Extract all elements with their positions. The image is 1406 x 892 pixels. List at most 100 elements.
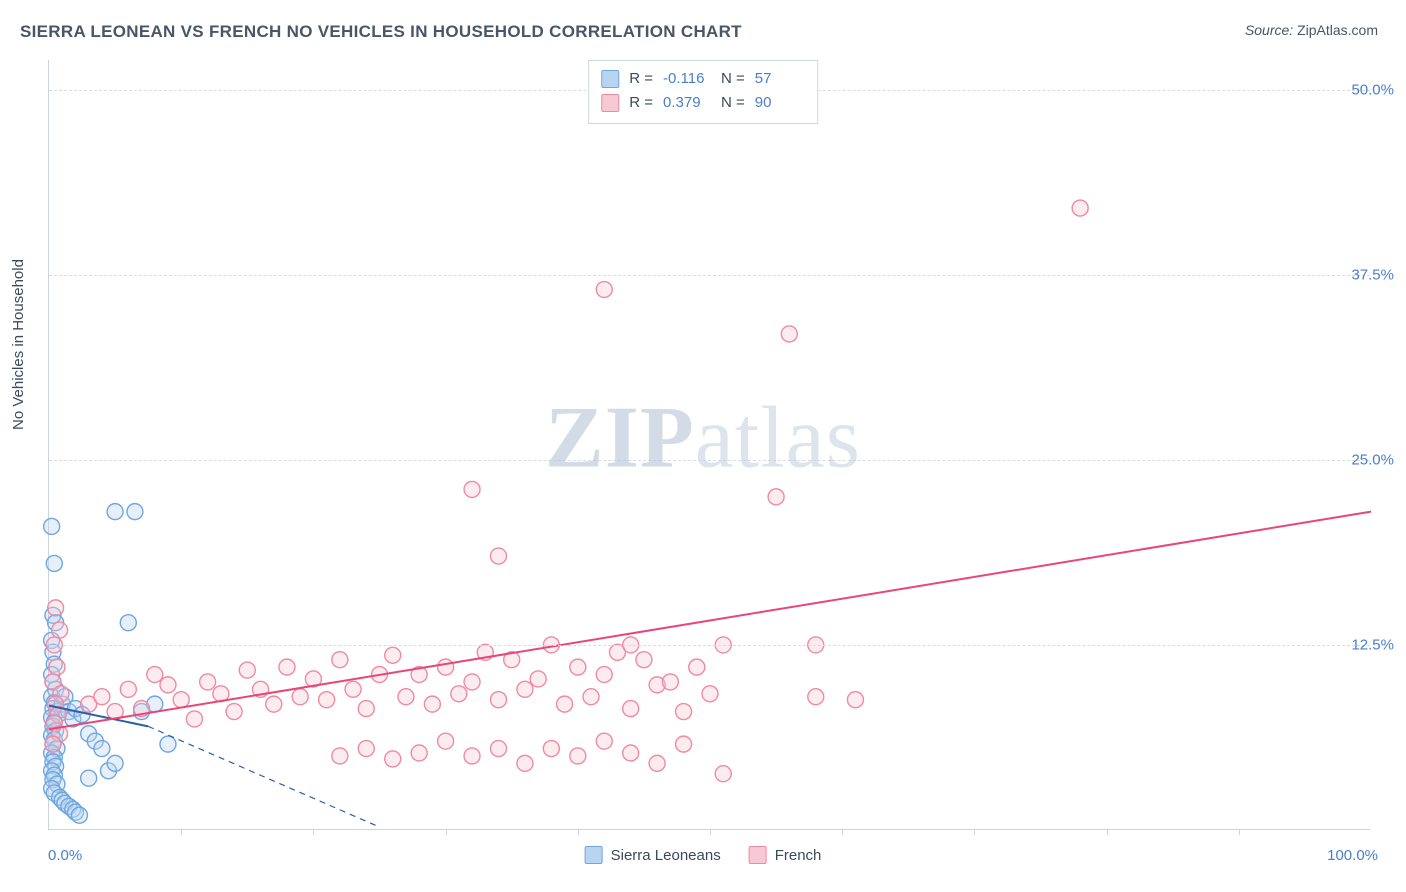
trend-line-dashed [148, 726, 379, 827]
n-label: N = [721, 67, 745, 91]
data-point [81, 770, 97, 786]
data-point [543, 741, 559, 757]
r-value: 0.379 [663, 91, 711, 115]
data-point [490, 692, 506, 708]
x-tick [313, 829, 314, 835]
x-tick [974, 829, 975, 835]
legend-label: French [775, 847, 822, 864]
data-point [702, 686, 718, 702]
data-point [107, 755, 123, 771]
data-point [570, 748, 586, 764]
data-point [279, 659, 295, 675]
data-point [358, 701, 374, 717]
legend-label: Sierra Leoneans [611, 847, 721, 864]
x-min-label: 0.0% [48, 847, 82, 864]
data-point [319, 692, 335, 708]
data-point [411, 745, 427, 761]
data-point [451, 686, 467, 702]
r-label: R = [629, 67, 653, 91]
n-label: N = [721, 91, 745, 115]
y-axis-label: No Vehicles in Household [10, 259, 27, 430]
data-point [385, 647, 401, 663]
y-tick-label: 50.0% [1351, 81, 1394, 98]
data-point [94, 689, 110, 705]
data-point [44, 518, 60, 534]
data-point [49, 659, 65, 675]
data-point [147, 667, 163, 683]
data-point [358, 741, 374, 757]
data-point [107, 504, 123, 520]
gridline-h [49, 275, 1370, 276]
stats-row: R =0.379N =90 [601, 91, 803, 115]
y-tick-label: 12.5% [1351, 636, 1394, 653]
data-point [239, 662, 255, 678]
data-point [490, 741, 506, 757]
source-attribution: Source: ZipAtlas.com [1245, 22, 1378, 38]
data-point [71, 807, 87, 823]
y-tick-label: 37.5% [1351, 266, 1394, 283]
stats-legend-box: R =-0.116N =57R =0.379N =90 [588, 60, 818, 124]
data-point [808, 689, 824, 705]
legend-item: Sierra Leoneans [585, 846, 721, 864]
r-value: -0.116 [663, 67, 711, 91]
data-point [385, 751, 401, 767]
data-point [186, 711, 202, 727]
data-point [689, 659, 705, 675]
gridline-h [49, 645, 1370, 646]
data-point [847, 692, 863, 708]
x-tick [1239, 829, 1240, 835]
data-point [583, 689, 599, 705]
data-point [530, 671, 546, 687]
x-tick [578, 829, 579, 835]
data-point [94, 741, 110, 757]
data-point [292, 689, 308, 705]
x-max-label: 100.0% [1327, 847, 1378, 864]
x-tick [181, 829, 182, 835]
data-point [332, 652, 348, 668]
data-point [173, 692, 189, 708]
data-point [596, 733, 612, 749]
data-point [715, 766, 731, 782]
data-point [398, 689, 414, 705]
data-point [1072, 200, 1088, 216]
x-tick [710, 829, 711, 835]
data-point [623, 701, 639, 717]
stats-row: R = -0.116 N = 57 [601, 67, 803, 91]
legend-swatch [585, 846, 603, 864]
data-point [557, 696, 573, 712]
data-point [623, 745, 639, 761]
n-value: 57 [755, 67, 803, 91]
data-point [424, 696, 440, 712]
source-value: ZipAtlas.com [1297, 22, 1378, 38]
data-point [490, 548, 506, 564]
chart-title: SIERRA LEONEAN VS FRENCH NO VEHICLES IN … [20, 22, 742, 42]
data-point [649, 755, 665, 771]
data-point [345, 681, 361, 697]
data-point [438, 733, 454, 749]
data-point [768, 489, 784, 505]
data-point [160, 736, 176, 752]
x-tick [1107, 829, 1108, 835]
data-point [438, 659, 454, 675]
data-point [636, 652, 652, 668]
data-point [676, 704, 692, 720]
data-point [200, 674, 216, 690]
data-point [45, 736, 61, 752]
legend-bottom: Sierra Leoneans French [585, 846, 822, 864]
data-point [127, 504, 143, 520]
y-tick-label: 25.0% [1351, 451, 1394, 468]
data-point [596, 667, 612, 683]
data-point [517, 755, 533, 771]
stats-swatch [601, 70, 619, 88]
source-label: Source: [1245, 22, 1293, 38]
data-point [46, 555, 62, 571]
data-point [48, 600, 64, 616]
data-point [662, 674, 678, 690]
plot-svg [49, 60, 1370, 829]
x-tick [842, 829, 843, 835]
plot-area [48, 60, 1370, 830]
stats-swatch [601, 94, 619, 112]
legend-item: French [749, 846, 822, 864]
data-point [781, 326, 797, 342]
chart-container: SIERRA LEONEAN VS FRENCH NO VEHICLES IN … [0, 0, 1406, 892]
